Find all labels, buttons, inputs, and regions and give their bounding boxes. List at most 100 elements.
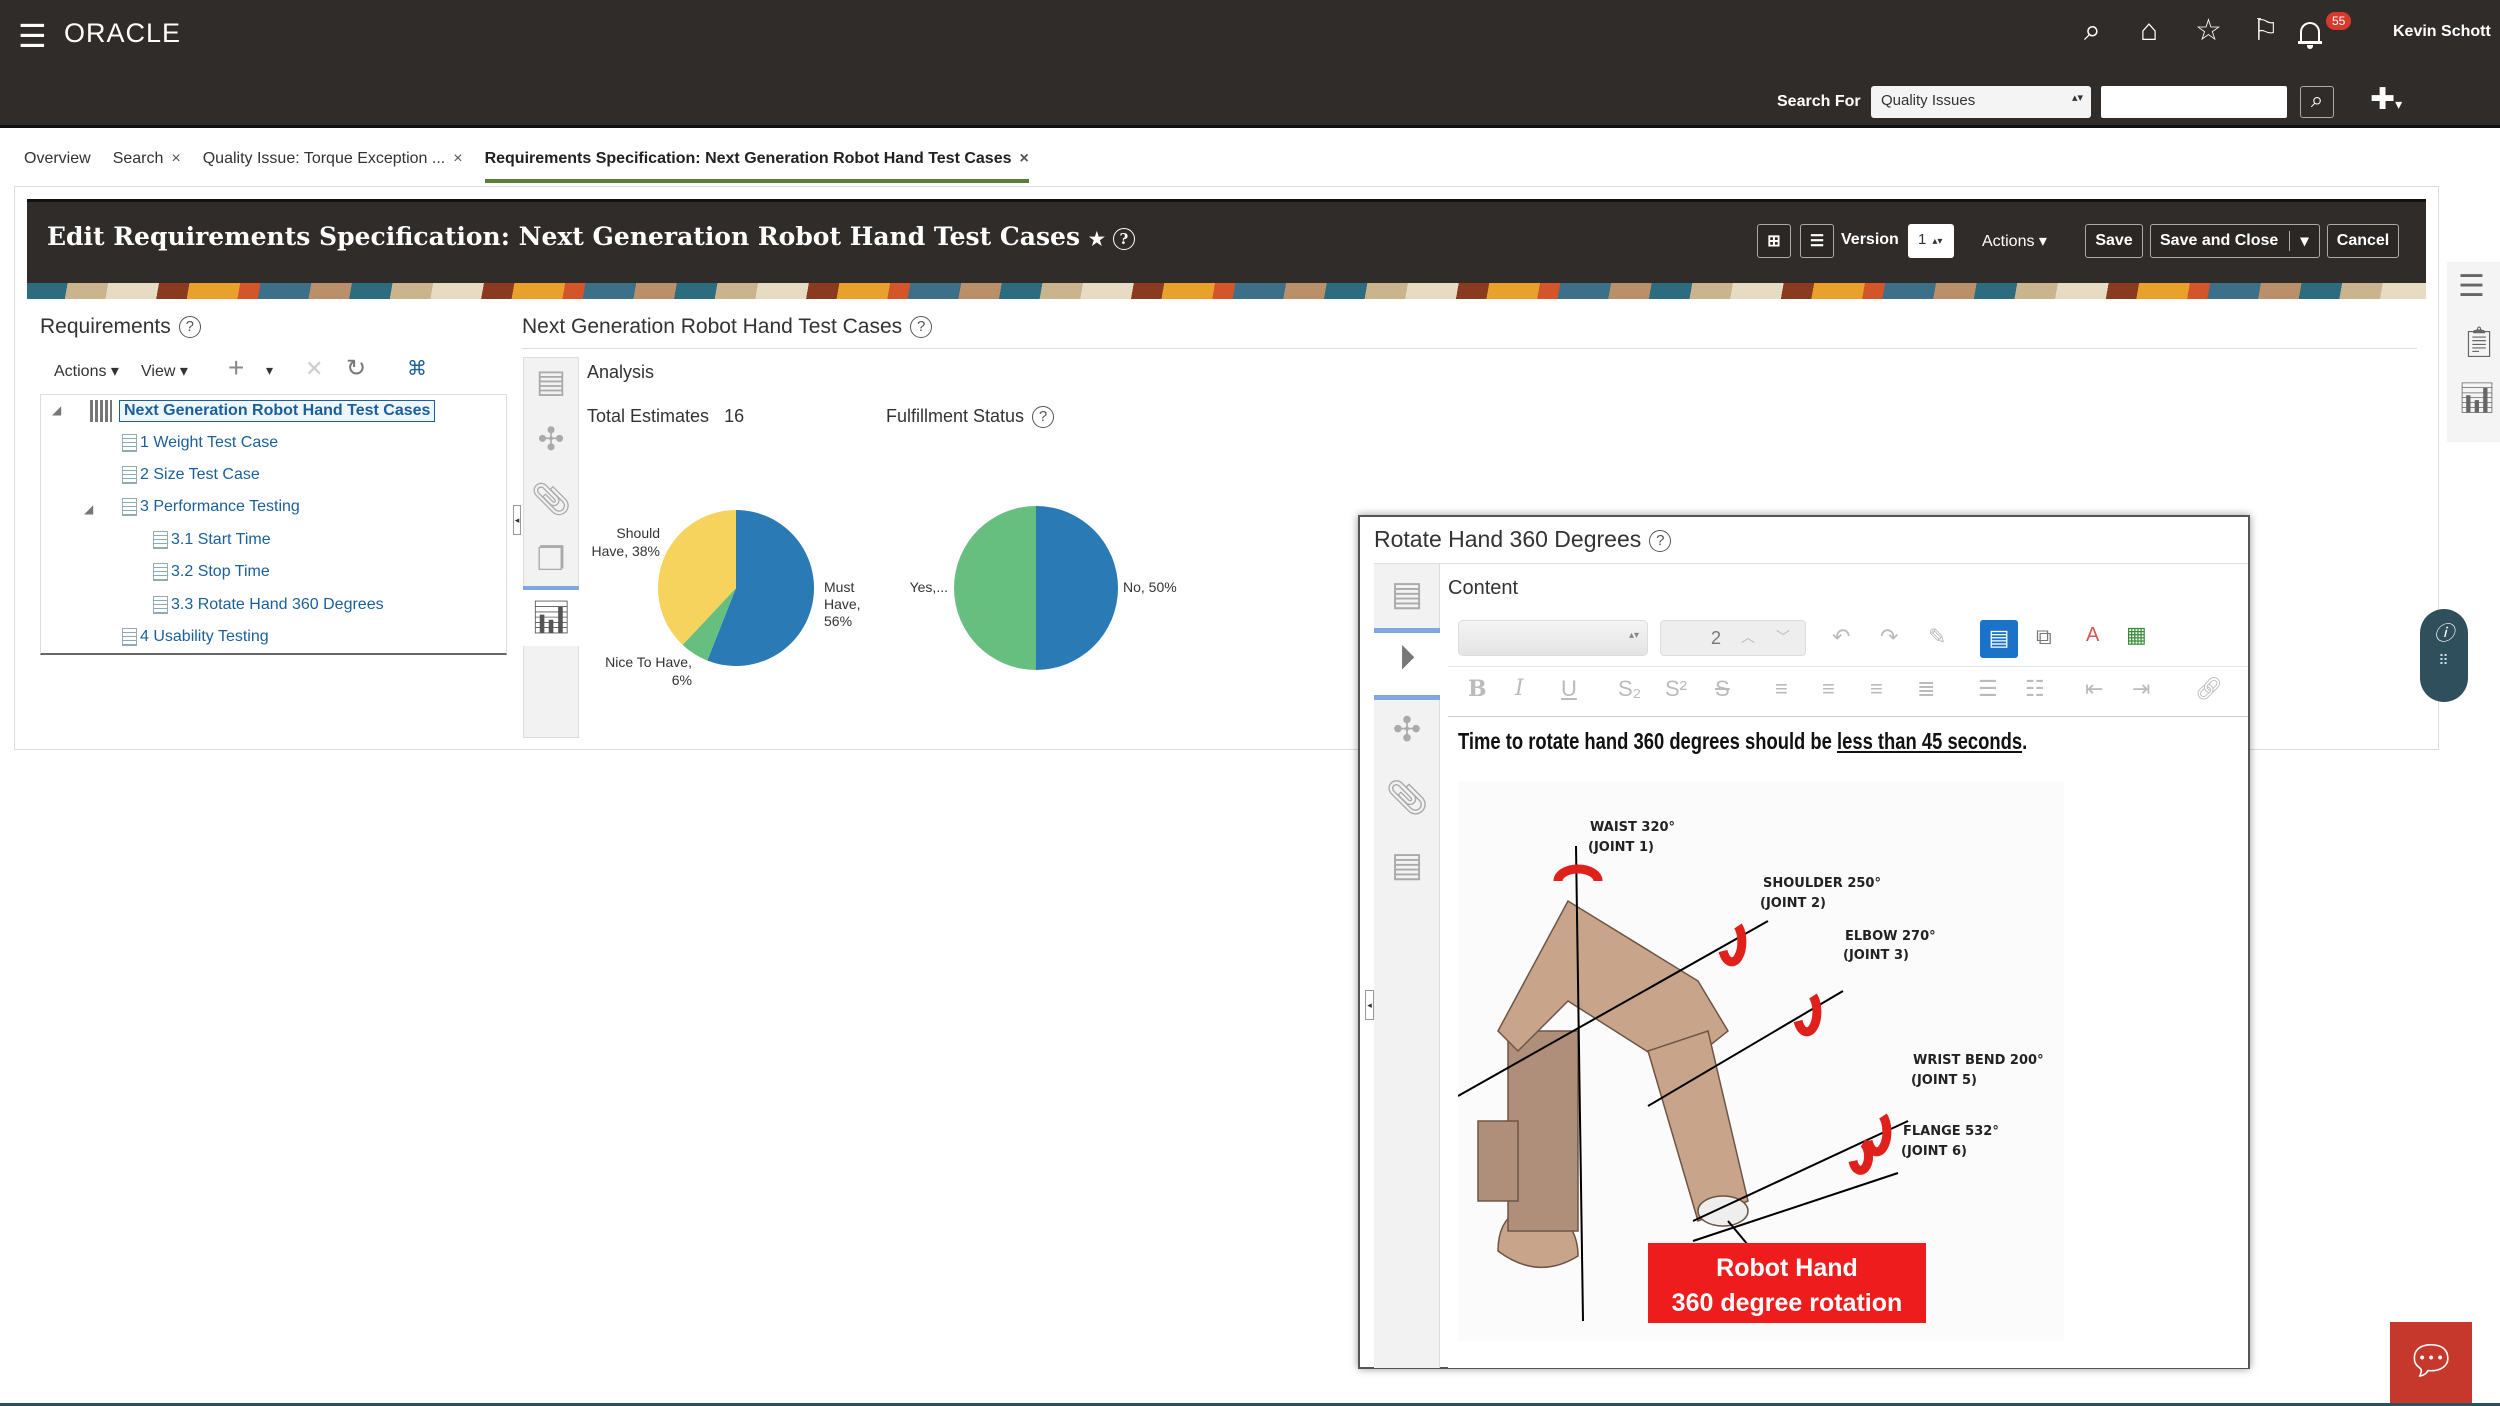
font-color-icon[interactable]: A [2086, 624, 2100, 646]
hamburger-menu-icon[interactable]: ☰ [18, 18, 47, 54]
help-icon[interactable]: ? [1032, 406, 1055, 429]
background-color-icon[interactable]: ▦ [2126, 622, 2147, 647]
pie-slice-no[interactable] [1036, 506, 1118, 670]
add-dropdown-icon[interactable]: ▾ [266, 362, 274, 378]
help-icon[interactable]: ? [178, 316, 201, 339]
play-content-tab-icon[interactable]: ⏵︎ [1374, 628, 1440, 700]
tab-quality-issue[interactable]: Quality Issue: Torque Exception ... × [203, 150, 463, 183]
superscript-icon[interactable]: S² [1665, 676, 1687, 701]
relationships-tab-icon[interactable]: ✣ [1392, 711, 1422, 749]
italic-icon[interactable]: I [1515, 676, 1524, 701]
tree-node[interactable]: 3 Performance Testing [122, 498, 300, 516]
relationships-tab-icon[interactable]: ✣ [537, 421, 565, 457]
redo-icon[interactable]: ↷ [1880, 624, 1899, 649]
tab-overview[interactable]: Overview [24, 150, 91, 183]
tree-node[interactable]: 1 Weight Test Case [122, 434, 278, 452]
rail-chart-icon[interactable]: 📊︎ [2458, 382, 2497, 415]
pie-slice-should-have[interactable] [658, 510, 736, 645]
save-and-close-button[interactable]: Save and Close ▾ [2150, 224, 2320, 258]
close-tab-icon[interactable]: × [171, 150, 181, 167]
bullet-list-icon[interactable]: ☰ [1978, 676, 1998, 701]
search-icon[interactable]: ⌕ [2084, 14, 2101, 47]
collapse-root-icon[interactable]: ◢ [52, 403, 62, 417]
copies-tab-icon[interactable]: ❐ [536, 541, 566, 577]
chat-assistant-button[interactable]: 💬︎ [2390, 1322, 2472, 1406]
delete-icon[interactable]: ✕ [305, 356, 324, 381]
overview-tab-icon[interactable]: ▤ [535, 363, 567, 399]
tree-node[interactable]: 3.2 Stop Time [153, 563, 270, 581]
search-button[interactable]: ⌕ [2300, 86, 2334, 118]
tab-search[interactable]: Search × [113, 150, 181, 183]
pie-slice-must-have[interactable] [707, 510, 814, 666]
help-icon[interactable]: ? [1649, 529, 1672, 552]
outdent-icon[interactable]: ⇤ [2085, 676, 2104, 701]
undo-icon[interactable]: ↶ [1832, 624, 1851, 649]
font-size-stepper[interactable]: 2 ︿ ﹀ [1660, 620, 1806, 656]
refresh-icon[interactable]: ↻ [346, 355, 367, 382]
bold-icon[interactable]: B [1468, 676, 1487, 702]
favorites-star-icon[interactable]: ☆ [2195, 14, 2222, 47]
user-name[interactable]: Kevin Schott [2393, 23, 2491, 40]
underline-icon[interactable]: U [1561, 676, 1577, 701]
indent-icon[interactable]: ⇥ [2132, 676, 2151, 701]
rail-list-icon[interactable]: ☰ [2458, 270, 2485, 303]
notes-tab-icon[interactable]: ▤ [1390, 846, 1424, 884]
source-code-mode-icon[interactable]: ⧉ [2036, 624, 2052, 649]
tree-node[interactable]: 3.3 Rotate Hand 360 Degrees [153, 596, 384, 614]
font-family-select[interactable]: ▴▾ [1458, 620, 1648, 656]
add-icon[interactable]: + [228, 352, 245, 383]
subscript-icon[interactable]: S₂ [1618, 676, 1642, 701]
hierarchy-view-icon[interactable]: ⊞ [1757, 224, 1791, 258]
tree-node[interactable]: 3.1 Start Time [153, 531, 271, 549]
numbered-list-icon[interactable]: ☷ [2025, 676, 2045, 701]
align-right-icon[interactable]: ≡ [1870, 676, 1883, 701]
find-binoculars-icon[interactable]: ⌘ [407, 358, 427, 380]
details-tab-icon[interactable]: ▤ [1390, 575, 1424, 613]
drag-handle-icon[interactable]: ⠿ [2438, 652, 2450, 668]
help-icon[interactable]: ? [910, 316, 933, 339]
collapse-node-icon[interactable]: ◢ [84, 502, 94, 516]
save-options-dropdown-icon[interactable]: ▾ [2289, 231, 2319, 251]
align-center-icon[interactable]: ≡ [1822, 676, 1835, 701]
version-select[interactable]: 1 ▴▾ [1908, 224, 1954, 258]
tree-node[interactable]: 2 Size Test Case [122, 466, 260, 484]
analysis-chart-tab-icon[interactable]: 📊︎ [523, 586, 579, 646]
link-icon[interactable]: 🔗︎ [2195, 676, 2223, 701]
tree-view-menu[interactable]: View ▾ [141, 363, 188, 380]
tree-actions-menu[interactable]: Actions ▾ [54, 363, 119, 380]
info-icon[interactable]: ⓘ [2434, 623, 2454, 645]
strikethrough-icon[interactable]: S [1715, 676, 1730, 701]
info-floater[interactable]: ⓘ ⠿ [2420, 609, 2468, 702]
cancel-button[interactable]: Cancel [2327, 224, 2399, 258]
help-icon[interactable]: ? [1112, 227, 1135, 250]
rich-text-mode-icon[interactable]: ▤ [1980, 620, 2018, 658]
justify-icon[interactable]: ≣ [1917, 676, 1936, 701]
close-tab-icon[interactable]: × [1019, 150, 1029, 167]
attachments-paperclip-icon[interactable]: 📎︎ [1385, 779, 1429, 817]
notifications-bell-icon[interactable] [2298, 20, 2322, 49]
search-input[interactable] [2101, 86, 2287, 118]
close-tab-icon[interactable]: × [453, 150, 463, 167]
align-left-icon[interactable]: ≡ [1775, 676, 1788, 701]
create-plus-menu-icon[interactable]: ✚▾ [2370, 83, 2403, 116]
tab-requirements-spec[interactable]: Requirements Specification: Next Generat… [484, 150, 1029, 183]
attachments-paperclip-icon[interactable]: 📎︎ [530, 481, 572, 517]
watchlist-flag-icon[interactable]: ⚐ [2252, 14, 2279, 47]
favorite-star-icon[interactable]: ★ [1088, 229, 1105, 250]
decrease-size-icon[interactable]: ﹀ [1776, 629, 1790, 645]
splitter-collapse-handle[interactable]: ◂ [513, 505, 521, 535]
actions-menu[interactable]: Actions ▾ [1982, 233, 2047, 250]
pie-slice-yes[interactable] [954, 506, 1036, 670]
search-category-select[interactable]: Quality Issues ▴▾ [1871, 86, 2091, 118]
document-icon [122, 434, 137, 452]
document-view-icon[interactable]: ☰ [1800, 224, 1834, 258]
tree-node-root[interactable]: Next Generation Robot Hand Test Cases [119, 400, 436, 422]
dialog-splitter-handle[interactable]: ◂ [1365, 990, 1374, 1020]
home-icon[interactable]: ⌂ [2140, 14, 2159, 47]
tree-node[interactable]: 4 Usability Testing [122, 628, 269, 646]
increase-size-icon[interactable]: ︿ [1741, 629, 1755, 645]
clear-format-icon[interactable]: ✎ [1928, 624, 1947, 649]
pie-slice-nice-to-have[interactable] [682, 588, 736, 661]
rail-clipboard-icon[interactable]: 📋︎ [2460, 326, 2499, 359]
save-button[interactable]: Save [2085, 224, 2143, 258]
